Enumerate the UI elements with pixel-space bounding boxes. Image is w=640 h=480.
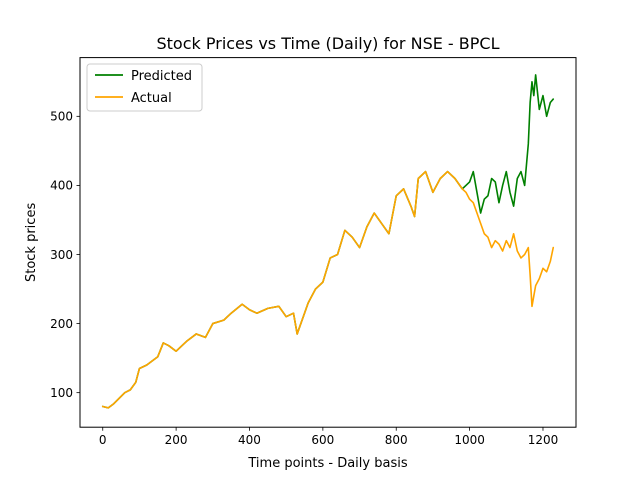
- chart-title: Stock Prices vs Time (Daily) for NSE - B…: [157, 34, 500, 53]
- y-axis-label: Stock prices: [24, 203, 39, 282]
- x-tick-label: 400: [238, 433, 261, 447]
- series-line-actual: [101, 170, 555, 409]
- x-tick-label: 800: [385, 433, 408, 447]
- plot-frame: [79, 57, 577, 428]
- x-tick-label: 1000: [454, 433, 485, 447]
- series-layer: [101, 74, 555, 409]
- x-axis: 0 200 400 600 800 1000 1200: [99, 427, 558, 447]
- y-tick-label: 100: [50, 386, 73, 400]
- x-tick-label: 0: [99, 433, 107, 447]
- y-axis: 100 200 300 400 500: [50, 110, 80, 400]
- x-tick-label: 600: [311, 433, 334, 447]
- x-tick-label: 1200: [528, 433, 559, 447]
- legend-label-actual: Actual: [131, 91, 172, 106]
- legend-label-predicted: Predicted: [131, 69, 192, 84]
- y-tick-label: 200: [50, 317, 73, 331]
- y-tick-label: 400: [50, 179, 73, 193]
- x-axis-label: Time points - Daily basis: [247, 456, 407, 471]
- legend: Predicted Actual: [86, 63, 203, 112]
- y-tick-label: 300: [50, 248, 73, 262]
- y-tick-label: 500: [50, 110, 73, 124]
- x-tick-label: 200: [165, 433, 188, 447]
